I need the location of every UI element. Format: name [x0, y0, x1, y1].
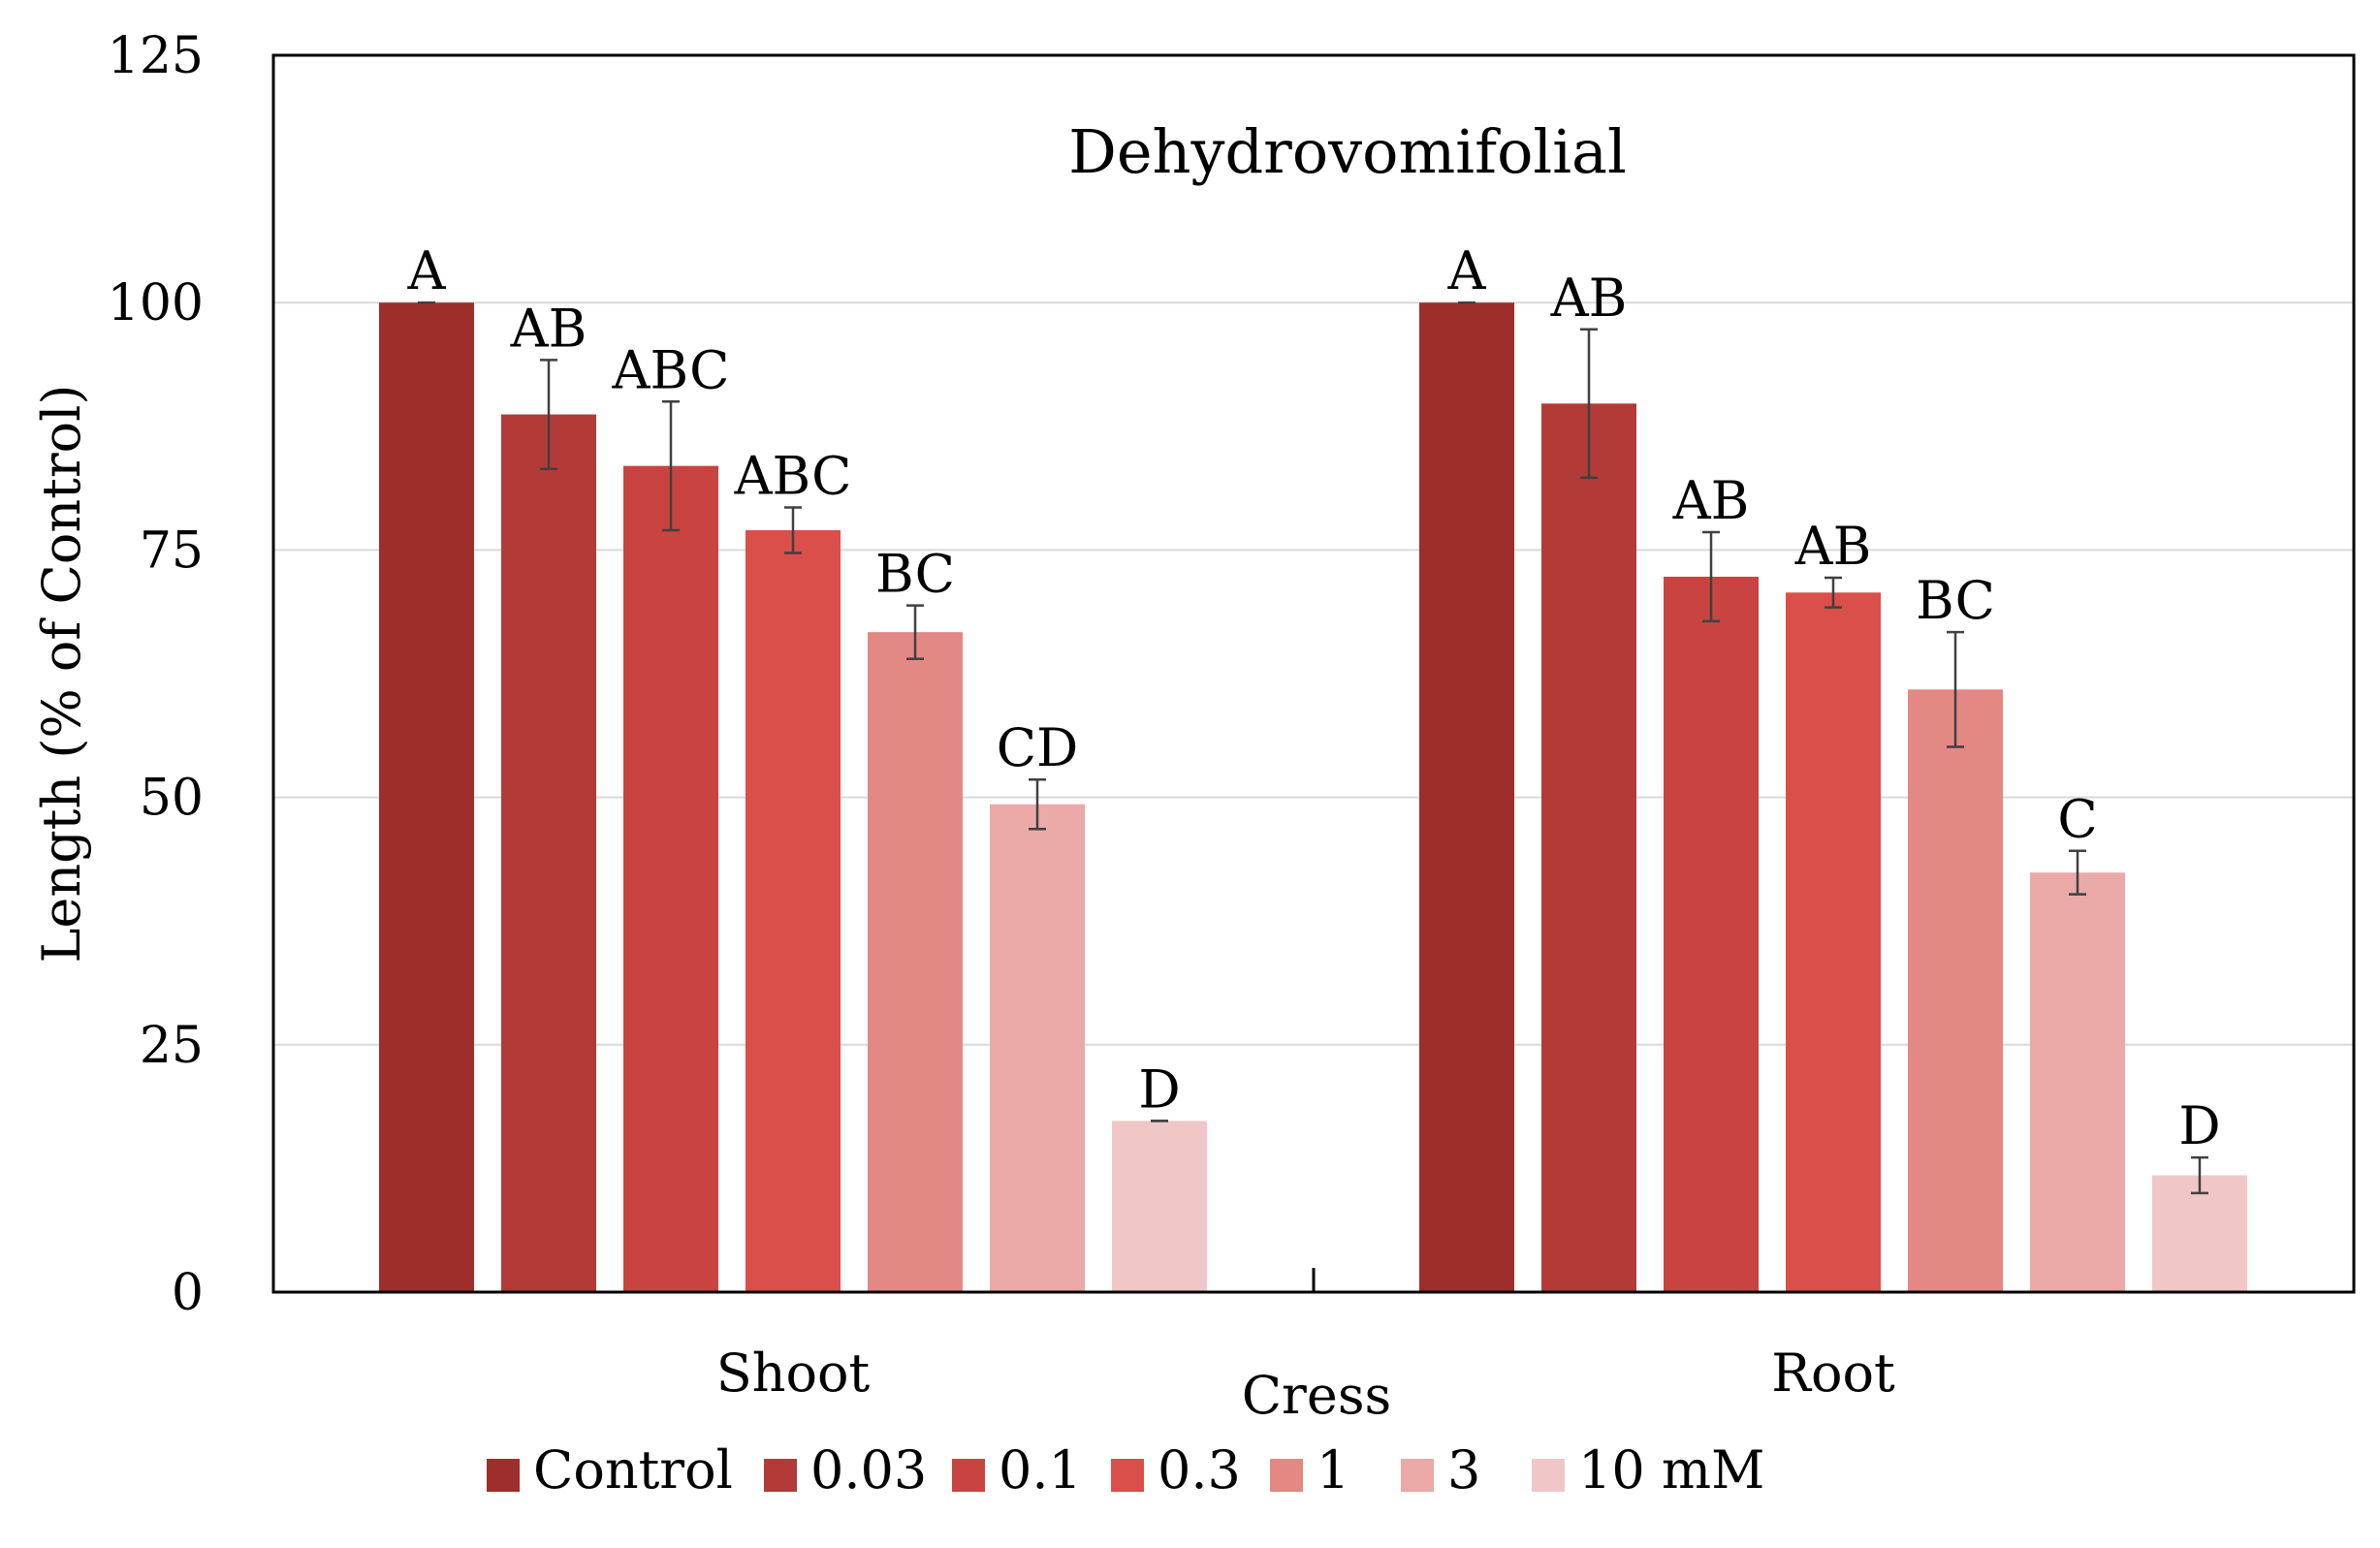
- legend-swatch-3: [1111, 1459, 1144, 1492]
- x-category-label-root: Root: [1771, 1343, 1895, 1404]
- legend-swatch-0: [487, 1459, 520, 1492]
- y-tick-label: 25: [140, 1017, 204, 1075]
- y-tick-label: 75: [140, 521, 204, 580]
- chart-title: Dehydrovomifolial: [1068, 116, 1627, 187]
- legend-swatch-6: [1532, 1459, 1565, 1492]
- significance-letter: A: [1447, 240, 1487, 301]
- significance-letter: A: [407, 240, 447, 301]
- significance-letter: CD: [997, 717, 1079, 778]
- legend-swatch-2: [952, 1459, 985, 1492]
- y-axis-ticks: 0 25 50 75 100 125: [108, 27, 204, 1322]
- bar-shoot-6: [1112, 1121, 1207, 1292]
- bar-root-6: [2152, 1175, 2247, 1292]
- bar-root-0: [1419, 302, 1514, 1292]
- significance-letter: AB: [1672, 470, 1750, 531]
- legend-swatch-4: [1270, 1459, 1303, 1492]
- legend: Control 0.03 0.1 0.3 1 3 10 mM: [487, 1439, 1764, 1501]
- y-tick-label: 0: [172, 1264, 204, 1322]
- legend-label-6: 10 mM: [1578, 1439, 1764, 1501]
- bar-shoot-4: [868, 632, 963, 1292]
- bar-shoot-2: [623, 465, 718, 1293]
- significance-letter: ABC: [612, 339, 730, 400]
- legend-label-0: Control: [533, 1439, 733, 1501]
- legend-label-4: 1: [1317, 1439, 1349, 1501]
- y-tick-label: 125: [108, 27, 204, 85]
- x-category-label-shoot: Shoot: [716, 1343, 871, 1404]
- bar-shoot-5: [990, 804, 1085, 1292]
- bar-root-4: [1908, 689, 2003, 1292]
- grid-lines: [273, 301, 2354, 1046]
- significance-letter: AB: [510, 298, 587, 359]
- legend-label-5: 3: [1447, 1439, 1480, 1501]
- significance-letter: BC: [875, 544, 955, 605]
- bar-shoot-0: [379, 302, 474, 1292]
- y-axis-label: Length (% of Control): [31, 385, 92, 964]
- significance-letter: AB: [1794, 516, 1872, 577]
- significance-letter: AB: [1550, 268, 1628, 329]
- bar-root-2: [1664, 576, 1759, 1292]
- y-tick-label: 100: [108, 274, 204, 332]
- bar-root-1: [1541, 403, 1636, 1292]
- bars-layer: [379, 302, 2247, 1293]
- error-bars-layer: [418, 300, 2208, 1195]
- significance-letter: BC: [1916, 570, 1995, 631]
- significance-letter: D: [1138, 1058, 1180, 1120]
- bar-root-5: [2030, 872, 2125, 1292]
- legend-label-2: 0.1: [999, 1439, 1082, 1501]
- bar-shoot-3: [746, 529, 841, 1292]
- bar-root-3: [1786, 592, 1881, 1292]
- x-axis-label: Cress: [1242, 1365, 1392, 1426]
- significance-letter: ABC: [734, 446, 852, 507]
- significance-letter: C: [2057, 789, 2097, 850]
- legend-swatch-5: [1401, 1459, 1434, 1492]
- legend-swatch-1: [764, 1459, 797, 1492]
- x-axis-categories: Shoot Root: [716, 1343, 1895, 1404]
- bar-shoot-1: [501, 414, 596, 1292]
- y-tick-label: 50: [140, 770, 204, 828]
- legend-label-3: 0.3: [1158, 1439, 1241, 1501]
- legend-label-1: 0.03: [810, 1439, 927, 1501]
- significance-letter: D: [2178, 1095, 2220, 1156]
